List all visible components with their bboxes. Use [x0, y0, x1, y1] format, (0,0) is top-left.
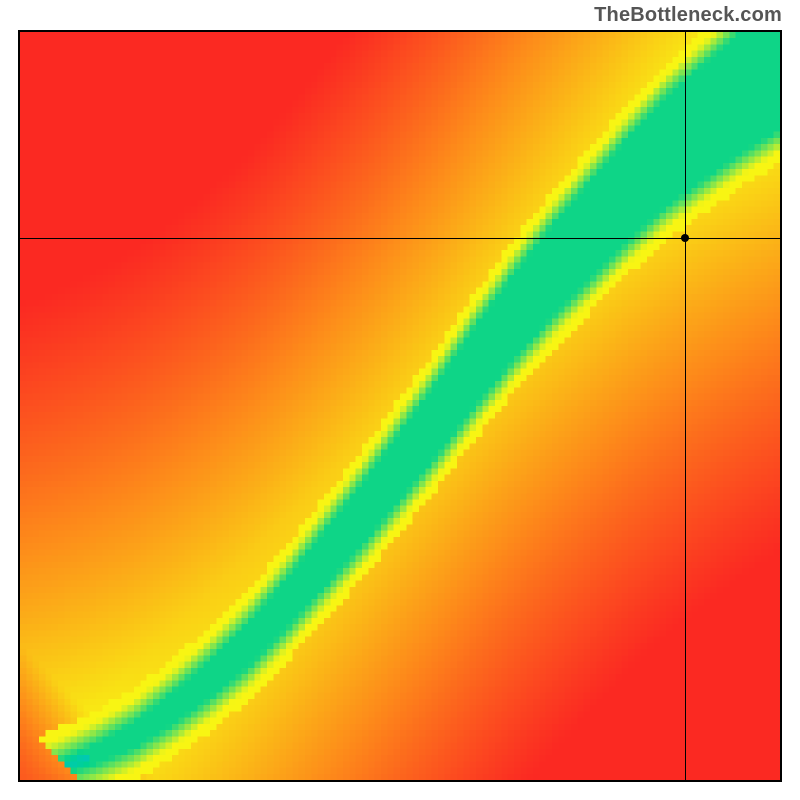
attribution-label: TheBottleneck.com: [594, 4, 782, 27]
crosshair-point: [681, 234, 689, 242]
heatmap-canvas: [20, 32, 780, 780]
crosshair-vertical: [685, 32, 686, 780]
crosshair-horizontal: [20, 238, 780, 239]
plot-area: [18, 30, 782, 782]
chart-container: TheBottleneck.com: [0, 0, 800, 800]
